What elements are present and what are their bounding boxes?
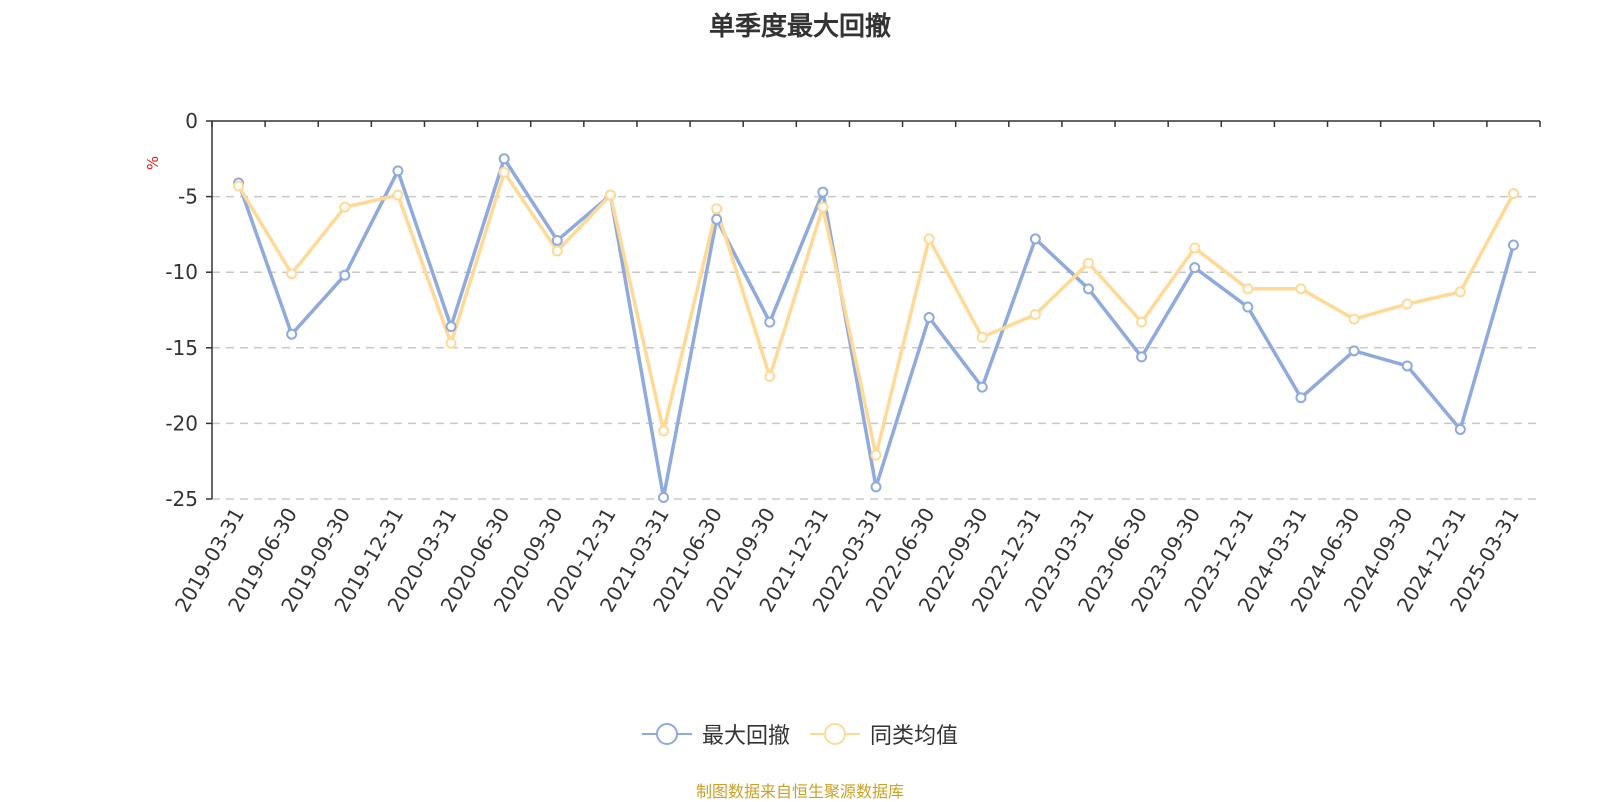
data-point-series-0 [445, 321, 457, 333]
data-point-series-0 [1295, 392, 1307, 404]
data-point-series-1 [764, 371, 776, 383]
data-point-series-0 [1136, 351, 1148, 363]
data-point-series-0 [1401, 360, 1413, 372]
y-tick-label: -15 [165, 336, 198, 360]
data-point-series-1 [498, 166, 510, 178]
source-note: 制图数据来自恒生聚源数据库 [695, 782, 904, 801]
data-point-series-1 [1082, 257, 1094, 269]
legend-item-peer-average[interactable]: 同类均值 [810, 718, 958, 750]
data-point-series-0 [498, 153, 510, 165]
data-point-series-1 [1401, 298, 1413, 310]
data-point-series-0 [1029, 233, 1041, 245]
data-point-series-0 [923, 312, 935, 324]
legend-item-max-drawdown[interactable]: 最大回撤 [641, 718, 790, 750]
data-point-series-1 [923, 233, 935, 245]
data-point-series-0 [551, 234, 563, 246]
y-axis-unit-label: % [144, 156, 162, 170]
data-point-series-1 [604, 189, 616, 201]
data-point-series-0 [339, 269, 351, 281]
data-point-series-1 [870, 449, 882, 461]
data-point-series-1 [711, 203, 723, 215]
data-point-series-0 [1454, 423, 1466, 435]
data-point-series-0 [764, 316, 776, 328]
y-tick-label: -5 [178, 185, 198, 209]
data-point-series-0 [658, 491, 670, 503]
data-point-series-0 [392, 165, 404, 177]
data-point-series-0 [1348, 345, 1360, 357]
y-tick-label: -10 [165, 260, 198, 284]
data-point-series-0 [976, 381, 988, 393]
data-point-series-1 [1136, 316, 1148, 328]
data-point-series-0 [1189, 262, 1201, 274]
data-point-series-0 [1242, 301, 1254, 313]
data-point-series-0 [817, 186, 829, 198]
data-point-series-1 [658, 425, 670, 437]
data-point-series-1 [1454, 286, 1466, 298]
data-point-series-1 [817, 201, 829, 213]
data-point-series-0 [711, 213, 723, 225]
data-point-series-1 [1189, 242, 1201, 254]
data-point-series-1 [392, 189, 404, 201]
y-tick-label: 0 [185, 109, 198, 133]
data-point-series-1 [286, 268, 298, 280]
legend-label-max-drawdown: 最大回撤 [701, 724, 790, 749]
series-lines [233, 153, 1519, 503]
data-point-series-0 [1507, 239, 1519, 251]
y-tick-label: -25 [165, 487, 198, 511]
series-line-0 [236, 157, 1516, 500]
legend-swatch-max-drawdown [641, 723, 692, 745]
data-point-series-1 [1242, 283, 1254, 295]
data-point-series-1 [233, 180, 245, 192]
legend: 最大回撤 同类均值 [0, 718, 1600, 750]
data-point-series-1 [445, 337, 457, 349]
data-point-series-1 [1507, 188, 1519, 200]
data-point-series-0 [1082, 283, 1094, 295]
data-point-series-0 [870, 481, 882, 493]
data-point-series-1 [339, 201, 351, 213]
data-point-series-1 [1348, 313, 1360, 325]
data-point-series-1 [1295, 283, 1307, 295]
series-line-1 [237, 170, 1515, 457]
chart-title: 单季度最大回撤 [708, 12, 891, 42]
grid-lines [212, 195, 1540, 500]
data-point-series-1 [976, 331, 988, 343]
data-point-series-1 [1029, 309, 1041, 321]
data-point-series-0 [286, 328, 298, 340]
legend-swatch-peer-average [810, 723, 860, 745]
data-point-series-1 [551, 245, 563, 257]
legend-label-peer-average: 同类均值 [870, 724, 959, 749]
y-tick-label: -20 [165, 411, 198, 435]
